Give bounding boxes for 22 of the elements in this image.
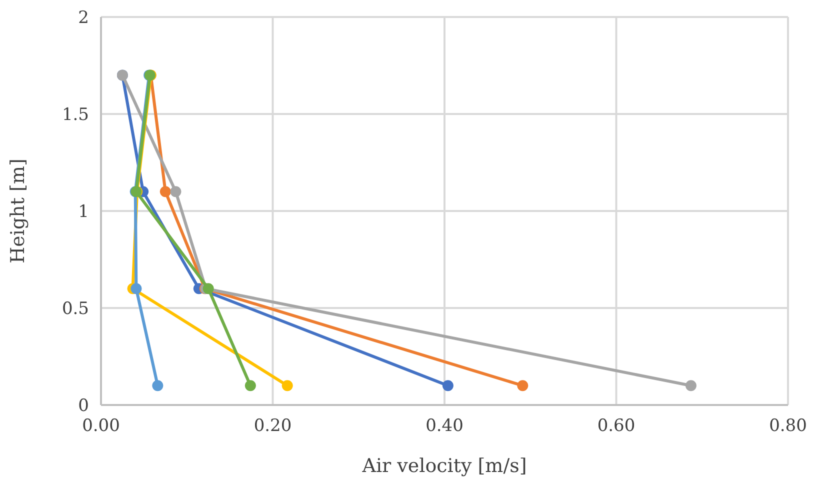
point xyxy=(282,380,293,392)
point xyxy=(202,283,214,294)
point xyxy=(517,380,528,392)
y-tick-label: 2 xyxy=(78,8,89,28)
y-axis-title: Height [m] xyxy=(7,158,29,264)
y-tick-label: 1.5 xyxy=(62,105,89,125)
point xyxy=(244,380,256,392)
point xyxy=(130,283,142,294)
y-tick-label: 1 xyxy=(78,202,89,222)
x-tick-label: 0.60 xyxy=(597,416,636,436)
x-tick-label: 0.80 xyxy=(769,416,807,436)
x-tick-label: 0.40 xyxy=(426,416,464,436)
y-tick-label: 0 xyxy=(78,396,89,416)
point xyxy=(685,380,696,392)
point xyxy=(442,380,454,392)
point xyxy=(170,186,182,198)
point xyxy=(152,380,164,392)
point xyxy=(160,186,171,198)
x-tick-label: 0.00 xyxy=(82,416,120,436)
x-tick-label: 0.20 xyxy=(254,416,292,436)
x-axis-title: Air velocity [m/s] xyxy=(361,455,527,477)
y-tick-label: 0.5 xyxy=(62,299,89,319)
